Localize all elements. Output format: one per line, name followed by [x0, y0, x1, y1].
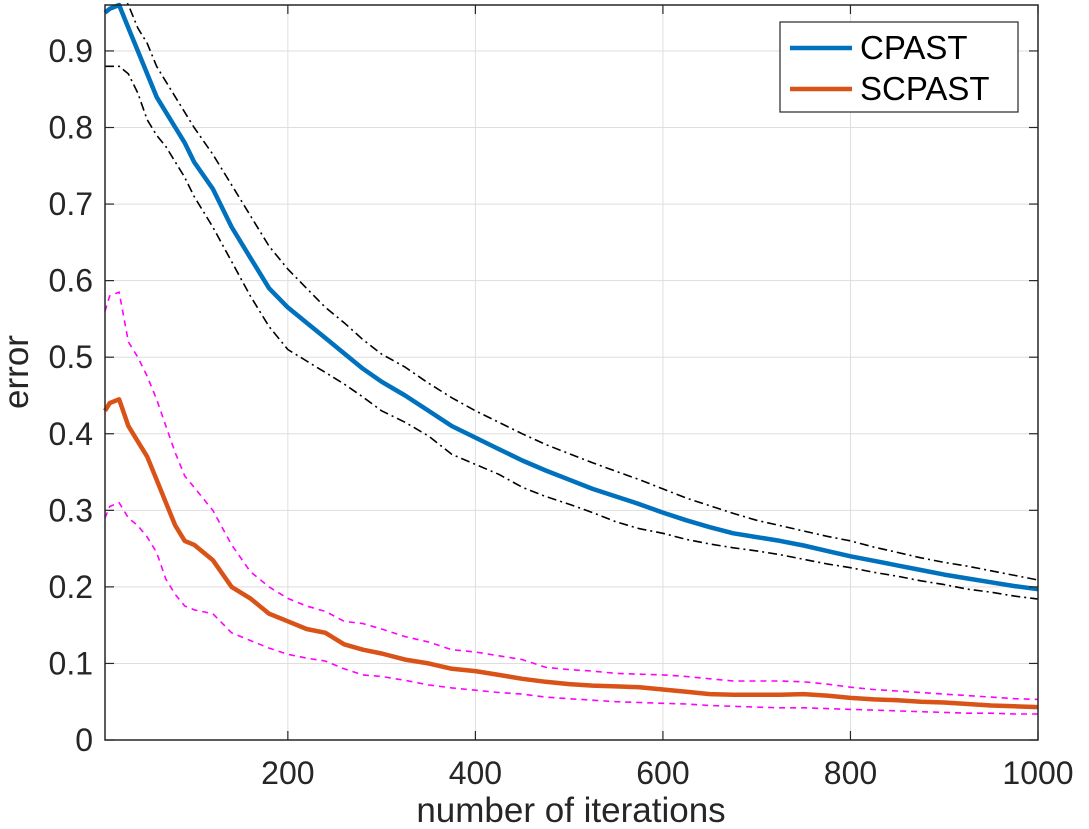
y-tick-label: 0.5 — [49, 339, 93, 375]
legend-label-cpast: CPAST — [860, 29, 968, 66]
plot-background — [105, 5, 1038, 740]
confidence-bound-line-5 — [104, 501, 1038, 715]
y-tick-label: 0.4 — [49, 416, 93, 452]
y-tick-label: 0 — [75, 722, 93, 758]
x-tick-label: 600 — [636, 755, 689, 791]
y-tick-label: 0.1 — [49, 645, 93, 681]
series-lines — [103, 0, 1039, 715]
y-axis-label: error — [0, 335, 36, 409]
legend-box — [779, 21, 1019, 113]
y-tick-labels: 0 0.1 0.2 0.3 0.4 0.5 0.6 0.7 0.8 0.9 — [49, 33, 93, 758]
x-tick-label: 400 — [449, 755, 502, 791]
confidence-bound-line-2 — [105, 65, 1039, 600]
x-tick-label: 1000 — [1002, 755, 1073, 791]
x-tick-label: 200 — [261, 755, 314, 791]
y-tick-label: 0.2 — [49, 569, 93, 605]
legend-label-scpast: SCPAST — [860, 70, 990, 107]
legend: CPAST SCPAST — [779, 21, 1019, 113]
y-tick-label: 0.9 — [49, 33, 93, 69]
x-axis-label: number of iterations — [416, 791, 725, 829]
x-tick-labels: 200 400 600 800 1000 — [261, 755, 1073, 791]
confidence-bound-line-4 — [104, 291, 1039, 701]
x-tick-label: 800 — [824, 755, 877, 791]
series-line-scpast — [103, 397, 1039, 710]
y-tick-label: 0.6 — [49, 263, 93, 299]
y-tick-label: 0.8 — [49, 110, 93, 146]
axis-ticks — [105, 5, 1039, 741]
plot-frame — [104, 4, 1039, 741]
series-line-cpast — [103, 2, 1039, 592]
y-tick-label: 0.3 — [49, 492, 93, 528]
confidence-bound-line-1 — [124, 0, 1039, 581]
y-tick-label: 0.7 — [49, 186, 93, 222]
